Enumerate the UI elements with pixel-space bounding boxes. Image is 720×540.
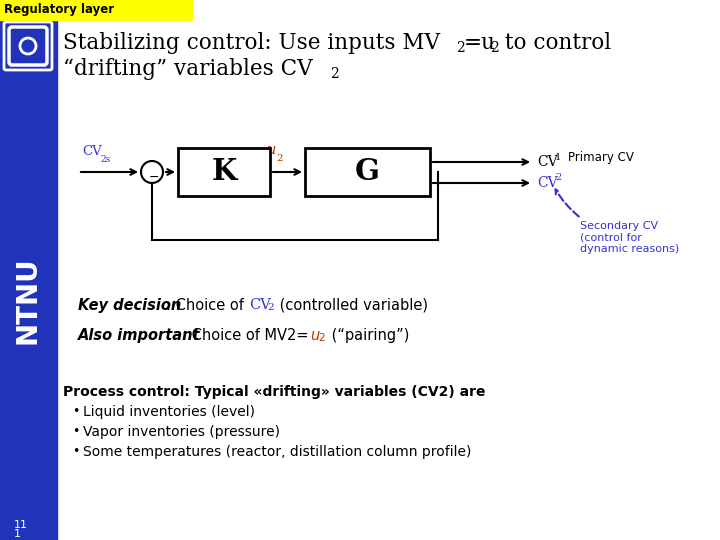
Text: Vapor inventories (pressure): Vapor inventories (pressure)	[83, 425, 280, 439]
Text: to control: to control	[498, 32, 611, 54]
FancyBboxPatch shape	[4, 22, 52, 70]
Circle shape	[20, 38, 36, 54]
Bar	[0, 20, 57, 540]
Text: −: −	[149, 171, 160, 184]
Text: (controlled variable): (controlled variable)	[275, 298, 428, 313]
Text: =u: =u	[464, 32, 496, 54]
Text: •: •	[72, 445, 79, 458]
Bar	[0, 0, 192, 20]
Text: 2: 2	[267, 303, 274, 312]
Text: : Choice of: : Choice of	[166, 298, 248, 313]
Text: Liquid inventories (level): Liquid inventories (level)	[83, 405, 255, 419]
Text: u: u	[310, 328, 319, 343]
FancyBboxPatch shape	[9, 27, 47, 65]
Text: 1: 1	[555, 152, 562, 161]
Text: NTNU: NTNU	[14, 256, 42, 344]
Text: •: •	[72, 405, 79, 418]
Text: 1: 1	[14, 529, 21, 539]
Text: 2: 2	[318, 333, 325, 343]
Text: “drifting” variables CV: “drifting” variables CV	[63, 58, 312, 80]
Bar	[178, 148, 270, 196]
Text: •: •	[72, 425, 79, 438]
Text: CV: CV	[82, 145, 102, 158]
Text: 2: 2	[555, 173, 562, 183]
Text: 2: 2	[276, 154, 283, 163]
Text: Secondary CV
(control for
dynamic reasons): Secondary CV (control for dynamic reason…	[556, 190, 679, 254]
Text: Some temperatures (reactor, distillation column profile): Some temperatures (reactor, distillation…	[83, 445, 472, 459]
Text: 2: 2	[490, 41, 499, 55]
Text: 2: 2	[330, 67, 338, 81]
Text: u: u	[267, 143, 276, 157]
Text: K: K	[211, 158, 237, 186]
Text: 11: 11	[14, 520, 28, 530]
Bar	[305, 148, 430, 196]
Text: 2: 2	[456, 41, 464, 55]
Text: Also important: Also important	[78, 328, 200, 343]
Text: Process control: Typical «drifting» variables (CV2) are: Process control: Typical «drifting» vari…	[63, 385, 485, 399]
Text: (“pairing”): (“pairing”)	[327, 328, 410, 343]
Text: G: G	[355, 158, 380, 186]
Text: : Choice of MV2=: : Choice of MV2=	[182, 328, 308, 343]
Text: CV: CV	[537, 155, 557, 169]
Text: Stabilizing control: Use inputs MV: Stabilizing control: Use inputs MV	[63, 32, 440, 54]
Text: Key decision: Key decision	[78, 298, 181, 313]
Text: CV: CV	[537, 176, 557, 190]
Text: CV: CV	[249, 298, 271, 312]
Text: 2s: 2s	[100, 155, 110, 164]
Text: Primary CV: Primary CV	[568, 152, 634, 165]
Text: Regulatory layer: Regulatory layer	[4, 3, 114, 17]
